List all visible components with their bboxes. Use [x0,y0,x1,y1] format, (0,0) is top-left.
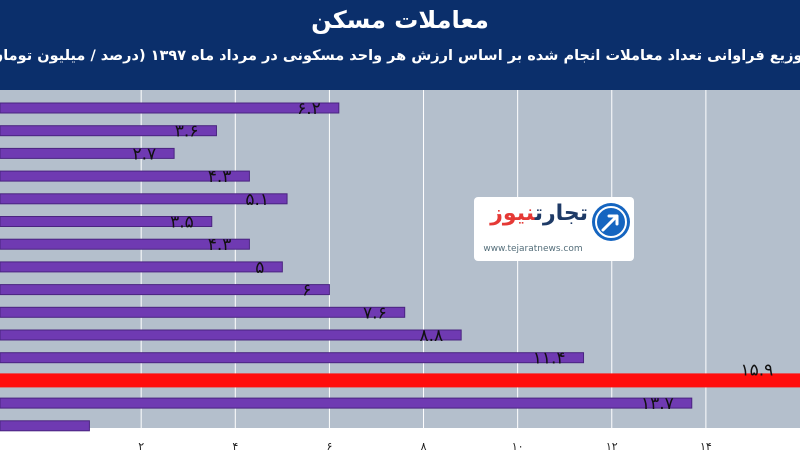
tejaratnews-logo: تجارتنیوز www.tejaratnews.com [474,197,634,261]
chart-title: معاملات مسکن [311,6,489,34]
data-label: ۴.۳ [208,235,232,255]
bar [0,329,462,341]
bar [0,306,406,318]
highlight-bar [0,373,800,388]
data-label: ۶.۲ [297,99,321,119]
logo-url: www.tejaratnews.com [483,244,583,254]
bar [0,238,250,250]
bar [0,284,330,296]
data-label: ۵.۱ [245,190,269,210]
logo-name-part1: تجارت [534,201,588,226]
data-label: ۷.۶ [363,303,387,323]
data-label: ۶ [302,281,311,301]
plot-area [0,90,800,428]
bar [0,420,90,432]
data-label: ۱۵.۹ [740,360,773,380]
bar [0,125,217,137]
bar [0,147,175,159]
bar [0,261,283,273]
bar [0,193,288,205]
chart-subtitle: توزیع فراوانی تعداد معاملات انجام شده بر… [0,48,800,64]
logo-name: تجارتنیوز [476,201,588,226]
bar [0,397,693,409]
data-label: ۵ [255,258,264,278]
x-tick-label: ۶ [326,440,332,453]
chart-header: معاملات مسکن توزیع فراوانی تعداد معاملات… [0,0,800,90]
x-tick-label: ۱۰ [512,440,524,453]
bar [0,216,213,227]
data-label: ۴.۳ [208,167,232,187]
bar [0,352,585,364]
logo-name-part2: نیوز [490,201,535,226]
bar [0,170,250,182]
x-tick-label: ۱۲ [606,440,618,453]
bar-chart: ۲ ۴ ۶ ۸ ۱۰ ۱۲ ۱۴ ۶.۲ ۳.۶ ۲.۷ ۴.۳ ۵.۱ ۳.۵ ۴.۳ ۵ ۶ ۷.۶ ۸.۸ ۱… [0,90,800,453]
data-label: ۳.۵ [170,213,194,233]
data-label: ۸.۸ [420,326,444,346]
x-tick-label: ۴ [232,440,238,453]
x-tick-label: ۸ [421,440,427,453]
data-label: ۱۱.۴ [533,349,566,369]
bar [0,102,340,114]
data-label: ۱۳.۷ [641,394,674,414]
logo-arrow-icon [592,203,630,241]
data-label: ۳.۶ [175,122,199,142]
x-tick-label: ۱۴ [700,440,712,453]
data-label: ۲.۷ [132,144,156,164]
x-tick-label: ۲ [138,440,144,453]
